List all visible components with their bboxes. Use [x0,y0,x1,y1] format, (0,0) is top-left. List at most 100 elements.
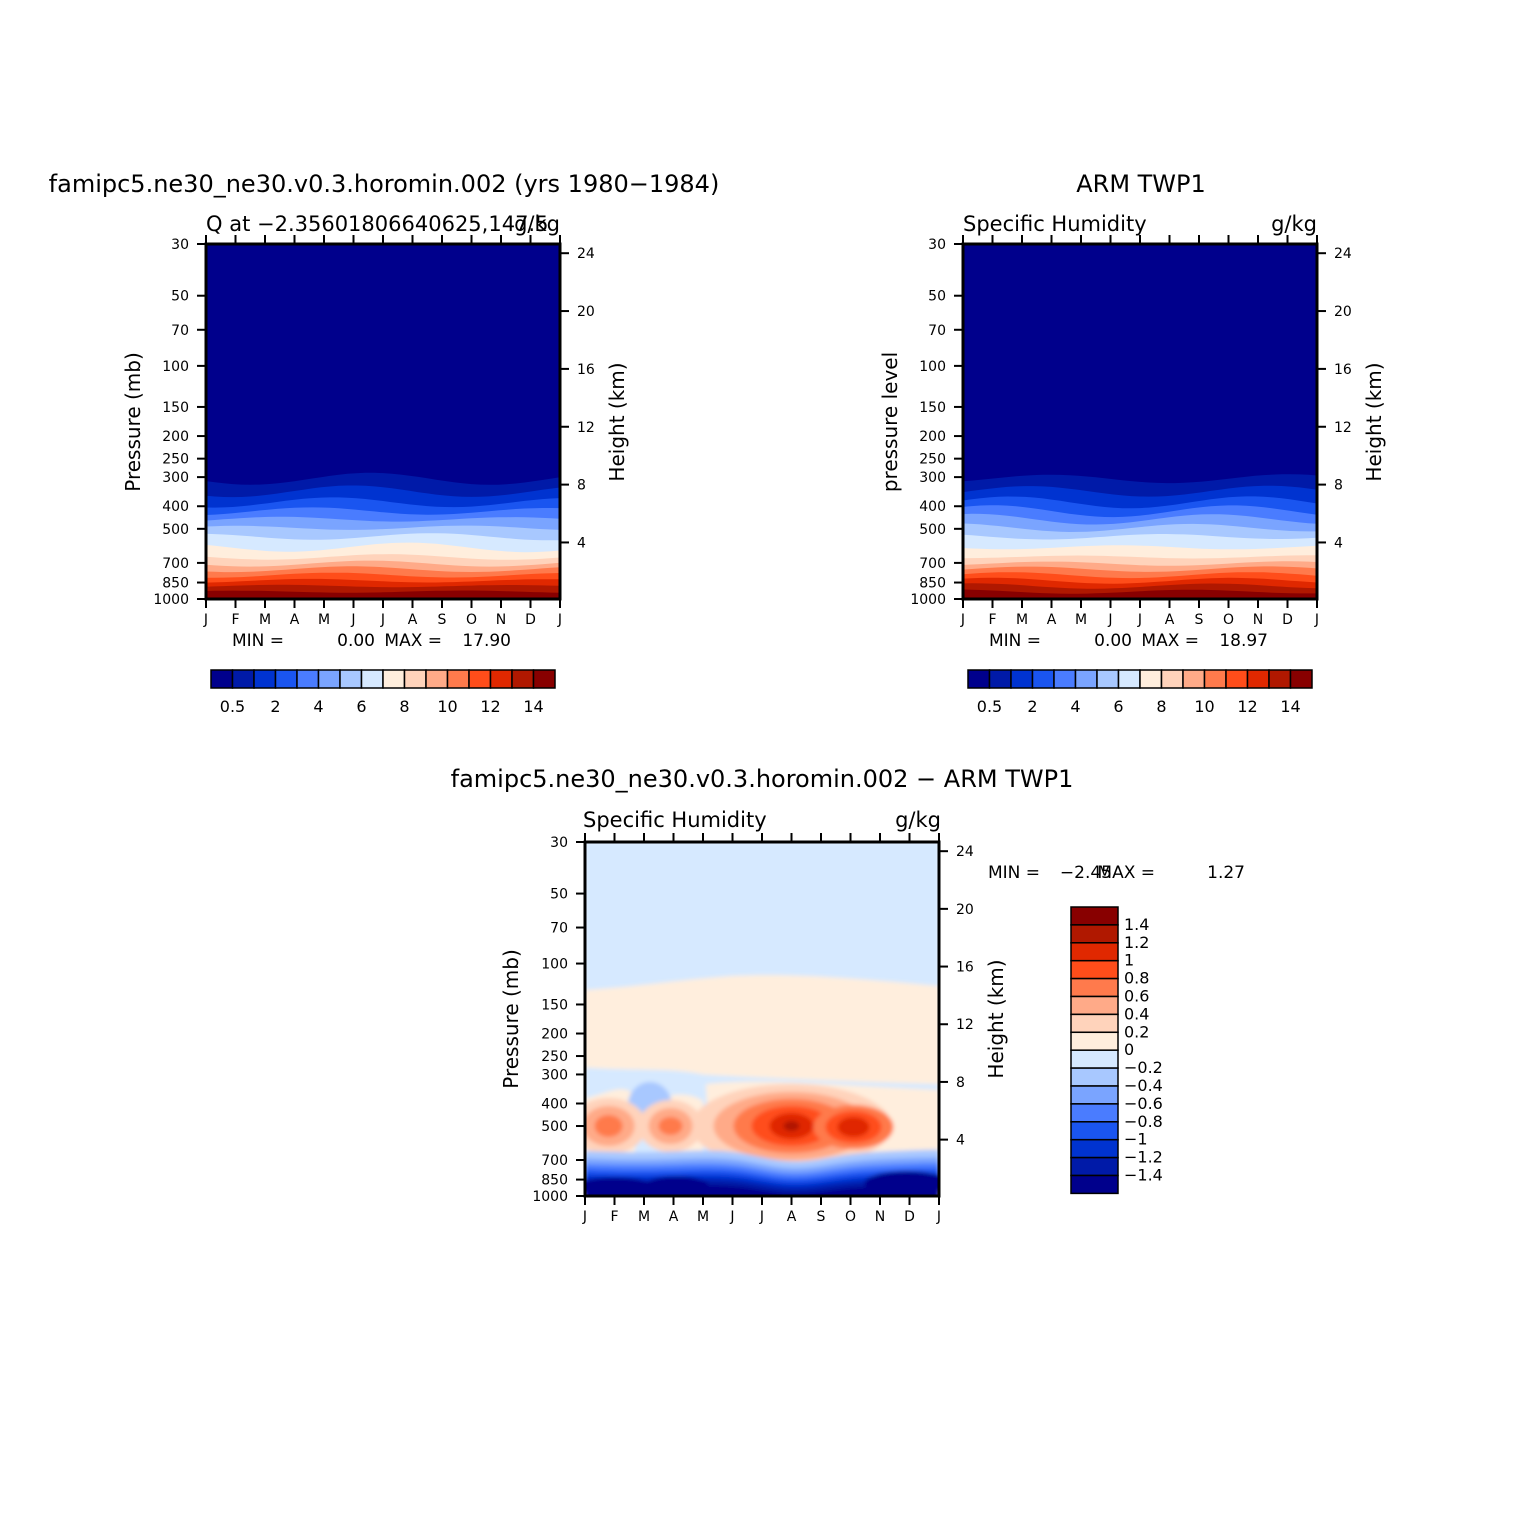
y-tick-label: 700 [919,556,946,572]
y-tick-right-label: 4 [1334,535,1343,551]
panel-obs-minmax: MIN = 0.00 MAX = 18.97 [989,631,1268,651]
y-tick-right-label: 20 [577,304,595,320]
y-tick-right-label: 4 [956,1133,965,1149]
y-tick-right-label: 12 [956,1017,974,1033]
y-tick-label: 1000 [910,592,946,608]
colorbar-box [468,669,492,689]
y-tick-label: 30 [171,237,189,253]
colorbar-box [425,669,449,689]
colorbar-box [1070,906,1119,926]
colorbar-box [489,669,513,689]
x-tick-label: O [845,1209,856,1225]
panel-diff-min-label: MIN = [988,863,1040,883]
colorbar-label: 2 [1027,697,1037,716]
colorbar-label: −0.8 [1124,1112,1163,1131]
x-tick-label: S [817,1209,826,1225]
y-tick-right-label: 8 [956,1075,965,1091]
panel-model-min-value: 0.00 [337,631,375,651]
y-tick-label: 250 [162,452,189,468]
y-tick-label: 700 [162,556,189,572]
colorbar-label: 1.4 [1124,915,1149,934]
x-tick-label: N [875,1209,885,1225]
colorbar-box [1074,669,1098,689]
colorbar-label: 12 [1237,697,1257,716]
colorbar-box [967,669,991,689]
x-tick-label: N [1253,612,1263,628]
colorbar-label: 6 [1113,697,1123,716]
colorbar-box [1070,1031,1119,1051]
panel-model-minmax: MIN = 0.00 MAX = 17.90 [232,631,511,651]
diff-core-apr [644,1176,709,1195]
colorbar-box [1031,669,1055,689]
x-tick-label: J [350,612,355,628]
y-tick-label: 100 [162,359,189,375]
y-tick-label: 30 [550,835,568,851]
colorbar-label: −1 [1124,1130,1148,1149]
y-tick-right-label: 16 [577,362,595,378]
colorbar-box [532,669,556,689]
diff-ring [783,1121,800,1132]
colorbar-box [360,669,384,689]
y-tick-label: 700 [541,1153,568,1169]
panel-diff-axes: J F M A M J J A S O N D J 30 50 70 100 150 200 250 300 400 500… [532,833,974,1225]
colorbar-box [1070,1174,1119,1195]
colorbar-box [1225,669,1249,689]
panel-obs-ylabel: pressure level [878,352,902,492]
colorbar-box [210,669,234,689]
colorbar-box [339,669,363,689]
colorbar-box [231,669,255,689]
colorbar-box [296,669,320,689]
colorbar-label: −0.4 [1124,1076,1163,1095]
y-tick-label: 1000 [532,1189,568,1205]
y-tick-right-label: 24 [1334,246,1352,262]
x-tick-label: M [318,612,330,628]
y-tick-label: 100 [919,359,946,375]
panel-diff-title: famipc5.ne30_ne30.v0.3.horomin.002 − ARM… [451,765,1074,793]
x-tick-label: J [1137,612,1142,628]
x-tick-label: S [438,612,447,628]
colorbar-label: 10 [1194,697,1214,716]
y-tick-right-label: 24 [956,844,974,860]
colorbar-box [1070,942,1119,962]
panel-diff-minmax: MIN = −2.45 MAX = 1.27 [988,863,1245,883]
panel-obs-subtitle: Specific Humidity [963,212,1147,236]
panel-obs-min-value: 0.00 [1094,631,1132,651]
colorbar-box [1053,669,1077,689]
y-tick-label: 70 [550,921,568,937]
y-tick-label: 850 [919,576,946,592]
diff-ring [658,1117,683,1136]
panel-obs-units: g/kg [1271,212,1317,236]
panel-model-axes: J F M A M J J A S O N D J 30 50 70 100 150 200 250 300 400 500… [153,235,595,628]
panel-model-title: famipc5.ne30_ne30.v0.3.horomin.002 (yrs … [49,170,720,198]
y-tick-right-label: 20 [1334,304,1352,320]
colorbar-label: 0.4 [1124,1004,1149,1023]
x-tick-label: D [1282,612,1293,628]
panel-obs-max-label: MAX = [1141,631,1199,651]
colorbar-box [274,669,298,689]
x-tick-label: M [638,1209,650,1225]
panel-model-min-label: MIN = [232,631,284,651]
colorbar-box [1070,924,1119,944]
panel-obs-max-value: 18.97 [1219,631,1268,651]
colorbar-label: 0.8 [1124,969,1149,988]
x-tick-label: J [936,1209,941,1225]
colorbar-label: 1.2 [1124,933,1149,952]
y-tick-right-label: 16 [1334,362,1352,378]
colorbar-box [1268,669,1292,689]
y-tick-label: 70 [171,323,189,339]
panel-diff: famipc5.ne30_ne30.v0.3.horomin.002 − ARM… [451,765,1245,1225]
diff-core-dec [864,1171,939,1196]
panel-model: famipc5.ne30_ne30.v0.3.horomin.002 (yrs … [49,170,720,716]
band-q-15 [206,590,560,599]
x-tick-label: J [1107,612,1112,628]
y-tick-right-label: 8 [1334,478,1343,494]
y-tick-label: 50 [550,887,568,903]
x-tick-label: J [582,1209,587,1225]
colorbar-box [382,669,406,689]
y-tick-right-label: 24 [577,246,595,262]
colorbar-box [1182,669,1206,689]
x-tick-label: J [557,612,562,628]
y-tick-label: 300 [919,470,946,486]
y-tick-label: 500 [919,522,946,538]
y-tick-label: 1000 [153,592,189,608]
